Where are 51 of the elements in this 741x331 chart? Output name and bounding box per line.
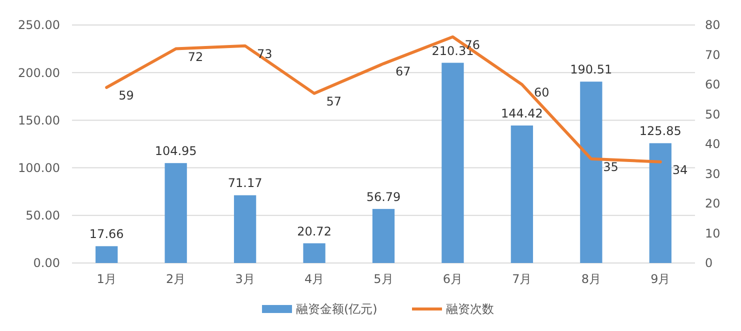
data-label: 20.72 [297, 224, 332, 238]
data-label: 73 [257, 46, 272, 61]
y2-tick-label: 20 [705, 196, 720, 211]
data-label: 104.95 [154, 144, 197, 158]
y2-tick-label: 10 [705, 226, 720, 240]
bar [234, 195, 256, 263]
x-tick-label: 8月 [581, 272, 601, 286]
x-tick-label: 9月 [650, 272, 670, 286]
y2-tick-label: 60 [705, 78, 720, 92]
legend-label: 融资金额(亿元) [296, 302, 378, 316]
data-label: 17.66 [89, 227, 124, 242]
y-tick-label: 0.00 [33, 256, 60, 270]
data-label: 144.42 [500, 106, 543, 121]
y-tick-label: 150.00 [18, 113, 60, 128]
bar [303, 243, 326, 263]
data-label: 60 [534, 86, 550, 100]
data-label: 59 [118, 88, 134, 102]
x-tick-label: 6月 [442, 272, 463, 286]
x-tick-label: 4月 [304, 272, 324, 286]
x-tick-label: 5月 [374, 272, 394, 286]
y2-tick-label: 0 [705, 256, 713, 270]
y2-tick-label: 70 [705, 48, 720, 62]
y2-tick-label: 50 [705, 107, 720, 122]
y-tick-label: 50.00 [26, 208, 60, 223]
x-tick-label: 2月 [166, 272, 186, 286]
data-label: 125.85 [639, 124, 682, 138]
y-tick-label: 200.00 [18, 66, 60, 80]
y-tick-label: 250.00 [18, 18, 60, 32]
data-label: 190.51 [570, 62, 612, 77]
bar [96, 246, 118, 263]
bar [510, 126, 534, 263]
x-tick-label: 1月 [96, 272, 116, 286]
data-label: 67 [396, 64, 411, 79]
legend-label: 融资次数 [446, 302, 494, 316]
bar [372, 208, 395, 263]
y-tick-label: 100.00 [18, 161, 60, 175]
data-label: 71.17 [228, 176, 262, 190]
bar [649, 143, 672, 263]
y2-tick-label: 40 [705, 137, 720, 152]
bar [442, 62, 464, 263]
bar [580, 82, 602, 263]
data-label: 56.79 [366, 190, 401, 204]
y2-tick-label: 80 [705, 18, 720, 32]
x-tick-label: 7月 [512, 272, 532, 286]
data-label: 35 [603, 160, 618, 174]
x-tick-label: 3月 [235, 272, 255, 286]
y2-tick-label: 30 [705, 166, 720, 181]
bar [164, 163, 187, 263]
data-label: 34 [672, 162, 688, 177]
data-label: 72 [188, 50, 204, 64]
data-label: 57 [326, 94, 342, 108]
